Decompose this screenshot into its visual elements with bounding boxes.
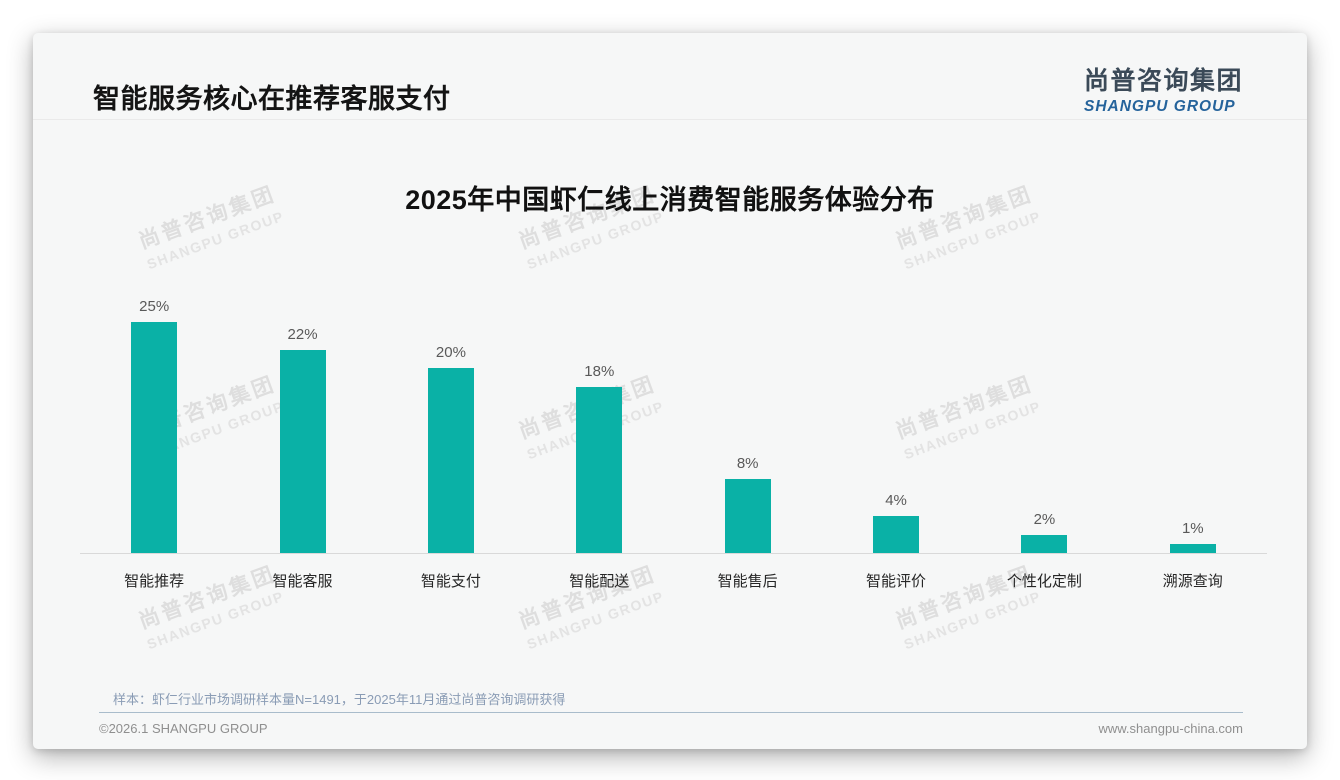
- bar-column: 1%: [1119, 520, 1267, 553]
- bar: [279, 350, 326, 553]
- category-label: 溯源查询: [1162, 573, 1223, 590]
- page-title: 智能服务核心在推荐客服支付: [93, 84, 451, 114]
- bar: [724, 479, 771, 553]
- bar: [131, 322, 178, 553]
- bar: [1021, 535, 1068, 553]
- bar-value-label: 2%: [1033, 511, 1056, 528]
- bar-value-label: 8%: [736, 455, 759, 472]
- bar-value-label: 1%: [1181, 520, 1204, 537]
- company-logo: 尚普咨询集团 SHANGPU GROUP: [1084, 61, 1243, 116]
- category-axis: 智能推荐 智能客服 智能支付 智能配送 智能售后 智能评价 个性化定制 溯源查询: [80, 570, 1267, 591]
- bar: [427, 368, 474, 553]
- bar-value-label: 22%: [287, 326, 318, 343]
- bar-column: 18%: [525, 363, 673, 553]
- plot-area: 25% 22% 20% 18% 8% 4% 2% 1%: [80, 223, 1267, 554]
- category-label: 个性化定制: [1006, 573, 1082, 590]
- bar: [873, 516, 920, 553]
- logo-english-text: SHANGPU GROUP: [1083, 98, 1236, 115]
- bar-value-label: 4%: [885, 492, 907, 509]
- bar-column: 22%: [228, 326, 376, 553]
- bar-value-label: 25%: [139, 298, 170, 315]
- header-divider: [33, 119, 1307, 120]
- bar-column: 4%: [822, 492, 970, 553]
- footer-divider: [99, 712, 1243, 713]
- chart-title: 2025年中国虾仁线上消费智能服务体验分布: [405, 185, 935, 215]
- logo-chinese-text: 尚普咨询集团: [1083, 67, 1243, 95]
- bar-column: 8%: [674, 455, 822, 553]
- bar: [576, 387, 623, 553]
- category-label: 智能推荐: [124, 573, 185, 590]
- bar-value-label: 20%: [435, 344, 466, 361]
- website-url: www.shangpu-china.com: [1098, 721, 1243, 736]
- category-label: 智能售后: [717, 573, 778, 590]
- bar-column: 2%: [970, 511, 1118, 553]
- category-label: 智能配送: [569, 573, 630, 590]
- category-label: 智能评价: [866, 573, 927, 590]
- category-label: 智能支付: [420, 573, 481, 590]
- bar-column: 25%: [80, 298, 228, 553]
- bar-value-label: 18%: [584, 363, 615, 380]
- bar-column: 20%: [377, 344, 525, 553]
- bar-chart: 2025年中国虾仁线上消费智能服务体验分布 25% 22% 20% 18% 8% 4% 2%…: [33, 33, 1307, 749]
- bar: [1169, 544, 1216, 553]
- copyright-text: ©2026.1 SHANGPU GROUP: [99, 721, 268, 736]
- slide-card: 尚普咨询集团 SHANGPU GROUP 尚普咨询集团 SHANGPU GROUP 尚普…: [33, 33, 1307, 749]
- category-label: 智能客服: [272, 573, 333, 590]
- sample-footnote: 样本：虾仁行业市场调研样本量N=1491，于2025年11月通过尚普咨询调研获得: [113, 692, 566, 707]
